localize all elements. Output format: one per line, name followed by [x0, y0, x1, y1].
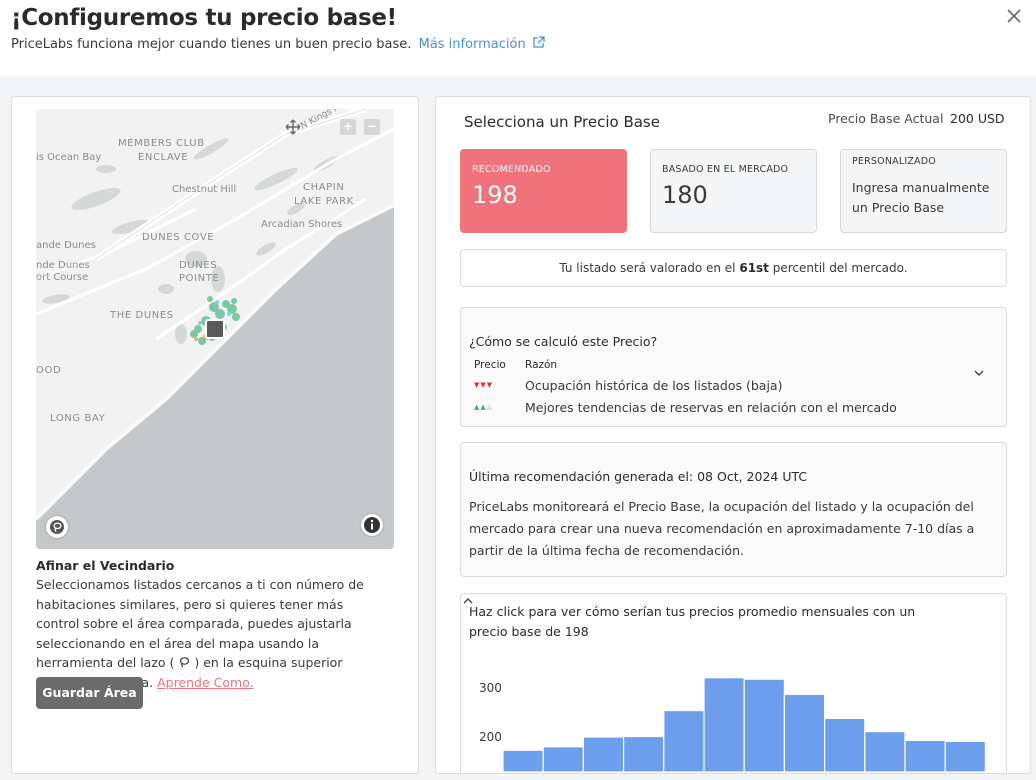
- custom-price-card[interactable]: PERSONALIZADO Ingresa manualmente un Pre…: [840, 149, 1007, 233]
- map-label-chapin: CHAPIN: [303, 182, 345, 193]
- price-calculation-section[interactable]: ¿Cómo se calculó este Precio? Precio Raz…: [460, 307, 1007, 427]
- map-label-ande-dunes: ande Dunes: [36, 240, 96, 251]
- histogram-bar: [542, 746, 584, 773]
- pricing-panel: Selecciona un Precio Base Precio Base Ac…: [435, 96, 1031, 774]
- histogram-bar: [904, 739, 946, 773]
- move-icon[interactable]: [285, 119, 301, 135]
- percentile-value: 61st: [739, 261, 769, 275]
- map-info-button[interactable]: [361, 514, 383, 536]
- last-recommendation-title: Última recomendación generada el: 08 Oct…: [469, 469, 808, 484]
- dialog-header: ¡Configuremos tu precio base! PriceLabs …: [0, 0, 1036, 76]
- calculation-title: ¿Cómo se calculó este Precio?: [469, 334, 658, 349]
- close-icon[interactable]: [1004, 6, 1024, 26]
- info-icon: [364, 517, 380, 533]
- histogram-bar: [623, 735, 665, 773]
- select-base-price-title: Selecciona un Precio Base: [464, 113, 660, 131]
- histogram-bar: [582, 736, 625, 773]
- price-up-arrows-icon: ▲▲▲: [474, 403, 494, 411]
- percentile-after: percentil del mercado.: [772, 261, 908, 275]
- more-info-link[interactable]: Más información: [418, 36, 545, 52]
- custom-text: Ingresa manualmente un Precio Base: [852, 180, 990, 215]
- map-label-members-club: MEMBERS CLUB: [118, 138, 205, 149]
- current-base-price-value: 200 USD: [950, 111, 1005, 126]
- neighborhood-panel: N Kings Hwy MEMBERS CLUB ENCLAVE is Ocea…: [11, 96, 419, 774]
- zoom-in-button[interactable]: +: [340, 119, 356, 135]
- market-label: BASADO EN EL MERCADO: [662, 164, 789, 175]
- market-value: 180: [662, 181, 708, 209]
- learn-how-link[interactable]: Aprende Como.: [157, 674, 254, 690]
- map-canvas: [36, 109, 394, 549]
- price-column-header: Precio: [474, 359, 506, 371]
- recommended-price-card[interactable]: RECOMENDADO 198: [460, 149, 627, 233]
- last-recommendation-text: PriceLabs monitoreará el Precio Base, la…: [469, 499, 975, 558]
- recommended-label: RECOMENDADO: [472, 164, 551, 175]
- zoom-out-button[interactable]: −: [364, 119, 380, 135]
- map-label-dunes-cove: DUNES COVE: [142, 232, 215, 243]
- map-label-ocean-bay: is Ocean Bay: [36, 152, 102, 163]
- histogram-bar: [783, 693, 826, 773]
- calculation-row: ▼▼▼ Ocupación histórica de los listados …: [461, 378, 961, 398]
- map-label-ood: OOD: [36, 365, 62, 376]
- lasso-inline-icon: [180, 657, 190, 668]
- price-down-arrows-icon: ▼▼▼: [474, 381, 494, 389]
- current-base-price-label: Precio Base Actual: [828, 111, 944, 126]
- map-label-pointe: POINTE: [179, 273, 220, 284]
- lasso-button[interactable]: [46, 516, 68, 538]
- external-link-icon: [533, 36, 545, 48]
- dialog-title: ¡Configuremos tu precio base!: [11, 5, 397, 31]
- save-area-button[interactable]: Guardar Área: [36, 677, 143, 709]
- y-tick-label: 300: [479, 681, 502, 695]
- percentile-before: Tu listado será valorado en el: [559, 261, 736, 275]
- neighborhood-map[interactable]: N Kings Hwy MEMBERS CLUB ENCLAVE is Ocea…: [36, 109, 394, 549]
- percentile-note: Tu listado será valorado en el 61st perc…: [460, 249, 1007, 287]
- calculation-reason: Mejores tendencias de reservas en relaci…: [525, 400, 897, 415]
- histogram-bar: [824, 717, 866, 773]
- histogram-bar: [502, 749, 544, 773]
- map-label-nde-dunes: nde Dunes: [36, 260, 90, 271]
- refine-neighborhood-text: Seleccionamos listados cercanos a ti con…: [36, 575, 386, 692]
- subtitle-text: PriceLabs funciona mejor cuando tienes u…: [11, 37, 412, 52]
- market-price-card[interactable]: BASADO EN EL MERCADO 180: [650, 149, 817, 233]
- map-label-dunes: DUNES: [179, 260, 218, 271]
- monthly-prices-title: Haz click para ver cómo serían tus preci…: [469, 604, 916, 639]
- monthly-prices-section[interactable]: Haz click para ver cómo serían tus preci…: [460, 593, 1007, 773]
- last-recommendation-section: Última recomendación generada el: 08 Oct…: [460, 442, 1007, 577]
- custom-label: PERSONALIZADO: [852, 156, 936, 167]
- histogram-bar: [944, 740, 987, 773]
- lasso-icon: [50, 520, 64, 534]
- calculation-reason: Ocupación histórica de los listados (baj…: [525, 378, 783, 393]
- map-label-long-bay: LONG BAY: [50, 413, 106, 424]
- monthly-price-chart: 200 300: [479, 677, 987, 773]
- histogram-bar: [864, 731, 906, 773]
- map-label-sort-course: ort Course: [36, 272, 89, 283]
- calculation-row: ▲▲▲ Mejores tendencias de reservas en re…: [461, 400, 961, 420]
- histogram-bar: [663, 709, 705, 773]
- y-tick-label: 200: [479, 730, 502, 744]
- map-label-lake-park: LAKE PARK: [294, 196, 354, 207]
- refine-text-before: Seleccionamos listados cercanos a ti con…: [36, 577, 364, 670]
- map-label-arcadian-shores: Arcadian Shores: [261, 219, 343, 230]
- map-label-the-dunes: THE DUNES: [110, 310, 174, 321]
- more-info-link-text[interactable]: Más información: [418, 37, 526, 52]
- map-label-chestnut-hill: Chestnut Hill: [172, 184, 237, 195]
- chevron-up-icon[interactable]: [461, 594, 475, 608]
- recommended-value: 198: [472, 181, 518, 209]
- dialog-subtitle: PriceLabs funciona mejor cuando tienes u…: [11, 36, 545, 52]
- chevron-down-icon[interactable]: [972, 366, 986, 380]
- reason-column-header: Razón: [525, 359, 558, 371]
- refine-neighborhood-title: Afinar el Vecindario: [36, 558, 175, 573]
- histogram-bar: [743, 678, 786, 773]
- histogram-bar: [703, 677, 745, 773]
- map-label-enclave: ENCLAVE: [138, 152, 189, 163]
